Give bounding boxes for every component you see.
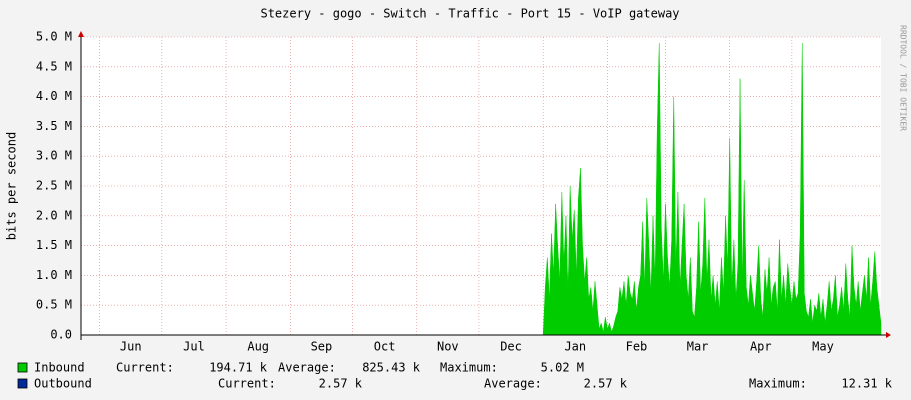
legend-value: 194.71 k — [209, 361, 268, 375]
legend-label: Outbound — [34, 377, 92, 391]
x-tick-label: Nov — [437, 340, 459, 354]
legend-text: Average: — [484, 377, 542, 391]
legend-label: Inbound — [34, 361, 85, 375]
x-tick-label: May — [812, 340, 834, 354]
y-axis-label: bits per second — [5, 132, 19, 240]
y-tick-label: 3.0 M — [36, 149, 72, 163]
legend-text: Current: — [116, 361, 174, 375]
y-tick-label: 0.0 — [50, 328, 72, 342]
chart-title: Stezery - gogo - Switch - Traffic - Port… — [260, 7, 679, 21]
legend-value: 2.57 k — [584, 377, 628, 391]
x-tick-label: Oct — [374, 340, 396, 354]
area — [81, 42, 882, 336]
legend: Inbound Current: 194.71 k Average: 825.4… — [17, 361, 893, 391]
legend-value: 5.02 M — [541, 361, 584, 375]
x-tick-label: Mar — [687, 340, 709, 354]
legend-text: Maximum: — [440, 361, 498, 375]
y-tick-label: 5.0 M — [36, 30, 72, 44]
x-tick-label: Aug — [247, 340, 269, 354]
x-tick-label: Feb — [626, 340, 648, 354]
y-tick-label: 1.0 M — [36, 268, 72, 282]
x-arrow — [886, 332, 891, 338]
x-tick-label: Apr — [750, 340, 772, 354]
legend-value: 12.31 k — [841, 377, 892, 391]
y-tick-label: 2.0 M — [36, 208, 72, 222]
legend-swatch — [17, 378, 28, 389]
watermark: RRDTOOL / TOBI OETIKER — [899, 25, 908, 131]
x-tick-label: Jul — [183, 340, 205, 354]
y-tick-label: 2.5 M — [36, 179, 72, 193]
legend-text: Current: — [218, 377, 276, 391]
y-tick-label: 4.5 M — [36, 59, 72, 73]
legend-text: Maximum: — [749, 377, 807, 391]
y-tick-label: 0.5 M — [36, 298, 72, 312]
x-tick-label: Dec — [500, 340, 522, 354]
legend-value: 825.43 k — [362, 361, 421, 375]
y-tick-label: 3.5 M — [36, 119, 72, 133]
legend-swatch — [17, 362, 28, 373]
y-arrow — [78, 31, 84, 37]
x-tick-label: Jun — [120, 340, 142, 354]
x-tick-label: Jan — [564, 340, 586, 354]
y-tick-label: 4.0 M — [36, 89, 72, 103]
y-tick-label: 1.5 M — [36, 238, 72, 252]
x-tick-label: Sep — [311, 340, 333, 354]
legend-text: Average: — [278, 361, 336, 375]
legend-value: 2.57 k — [319, 377, 363, 391]
